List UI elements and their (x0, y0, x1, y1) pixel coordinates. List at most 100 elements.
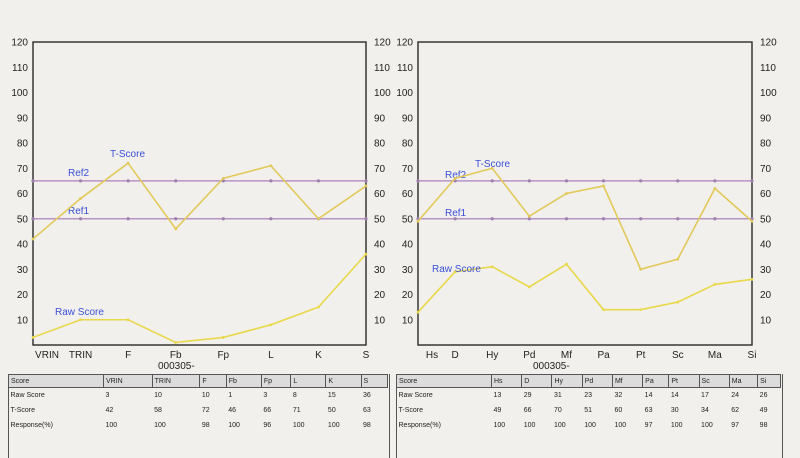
table-cell: 98 (201, 422, 210, 429)
series-label-t-score: T-Score (475, 159, 510, 170)
table-cell: 100 (327, 422, 340, 429)
data-point (317, 217, 320, 221)
table-header-cell: Hy (551, 374, 583, 388)
y-tick-label-left: 70 (402, 164, 414, 175)
x-tick-label: VRIN (35, 350, 59, 361)
data-point (364, 252, 368, 256)
table-cell: 3 (263, 392, 268, 399)
table-header-cell: D (521, 374, 553, 388)
plot-frame (417, 41, 753, 346)
table-header-cell: Si (757, 374, 781, 388)
y-tick-label-left: 40 (402, 240, 414, 251)
table-header-cell: K (325, 374, 362, 388)
table-row: Response(%) 100 100 98 100 96 100 100 98 (9, 418, 388, 433)
data-point (416, 219, 420, 223)
y-tick-label-right: 70 (760, 164, 772, 175)
x-tick-label: F (125, 350, 131, 361)
x-tick-label: Fb (170, 350, 182, 361)
data-point (602, 308, 605, 312)
table-cell: 100 (105, 422, 118, 429)
x-tick-label: Hs (426, 350, 438, 361)
y-tick-label-left: 100 (396, 88, 413, 99)
data-point (639, 308, 643, 312)
table-cell: 42 (105, 407, 114, 414)
series-label-t-score: T-Score (110, 149, 145, 160)
table-cell: 100 (701, 422, 713, 429)
y-tick-label-left: 120 (396, 38, 413, 49)
data-point (416, 310, 420, 314)
y-tick-label-right: 60 (760, 189, 772, 200)
table-row: Raw Score 13 29 31 23 32 14 14 17 24 26 (397, 388, 781, 404)
data-point (602, 184, 605, 188)
table-header-cell: Pa (642, 374, 670, 388)
ref-point (269, 179, 273, 183)
x-tick-label: Pd (523, 350, 535, 361)
ref-point (31, 217, 35, 221)
x-tick-label: Hy (486, 350, 498, 361)
table-header-cell: TRIN (151, 374, 201, 388)
table-row: Raw Score 3 10 10 1 3 8 15 36 (9, 388, 388, 404)
ref-point (31, 179, 35, 183)
table-cell: 34 (701, 407, 709, 414)
y-tick-label-right: 40 (374, 240, 386, 251)
right-score-table: Score Hs D Hy Pd Mf Pa Pt Sc Ma Si Raw Score 13 29 31… (396, 374, 781, 433)
y-tick-label-right: 120 (374, 38, 391, 49)
table-cell: 17 (701, 392, 709, 399)
ref-point (527, 179, 531, 183)
data-point (31, 237, 35, 241)
data-point (79, 197, 82, 200)
data-point (174, 227, 178, 231)
ref-point (490, 179, 494, 183)
series-line-t-score (32, 162, 367, 240)
table-cell: 63 (644, 407, 653, 414)
y-tick-label-right: 110 (374, 63, 390, 74)
table-cell: 97 (644, 422, 653, 429)
left-score-table: Score VRIN TRIN F Fb Fp L K S Raw Score 3 10 10 1 3 8 1… (8, 374, 389, 433)
y-tick-label-right: 100 (760, 88, 777, 99)
table-cell: 51 (584, 407, 592, 414)
data-point (527, 285, 531, 289)
data-point (453, 270, 457, 274)
table-header-cell: Pd (581, 374, 613, 388)
table-cell: 13 (493, 392, 502, 399)
data-point (750, 277, 754, 281)
x-tick-label: D (451, 350, 458, 361)
ref-point (269, 217, 273, 221)
x-tick-label: Sc (672, 350, 684, 361)
table-cell: 10 (201, 392, 210, 399)
y-tick-label-left: 80 (402, 139, 414, 150)
table-cell: 36 (363, 392, 371, 399)
table-cell: 49 (493, 407, 502, 414)
ref-point (564, 217, 569, 221)
y-tick-label-right: 80 (374, 139, 386, 150)
data-point (221, 336, 225, 339)
ref-point (527, 217, 531, 221)
table-cell: 3 (105, 392, 110, 399)
ref-point (126, 179, 130, 183)
table-header-cell: Fp (260, 374, 292, 388)
table-cell: 62 (731, 407, 740, 414)
table-cell: 66 (523, 407, 532, 414)
data-point (126, 318, 130, 322)
table-header-row: Score VRIN TRIN F Fb Fp L K S (8, 374, 389, 388)
y-tick-label-right: 30 (374, 265, 386, 276)
table-cell: 26 (759, 392, 768, 399)
table-cell: 46 (228, 407, 237, 414)
y-tick-label-right: 110 (760, 63, 776, 74)
table-header-cell: Hs (490, 374, 523, 388)
x-axis-caption: 000305- (158, 361, 195, 372)
data-point (527, 214, 531, 218)
ref-point (639, 217, 643, 221)
table-header-cell: Pt (668, 374, 700, 388)
table-cell: 100 (670, 422, 683, 429)
ref-point (316, 179, 321, 183)
x-tick-label: Mf (561, 350, 572, 361)
table-cell: 100 (523, 422, 536, 429)
table-cell: Response(%) (398, 422, 441, 429)
data-point (269, 323, 273, 327)
y-tick-label-left: 60 (17, 189, 29, 200)
ref-point (78, 217, 83, 221)
table-row: T-Score 49 66 70 51 60 63 30 34 62 49 (397, 403, 781, 418)
y-tick-label-right: 50 (760, 214, 772, 225)
data-point (79, 318, 82, 322)
